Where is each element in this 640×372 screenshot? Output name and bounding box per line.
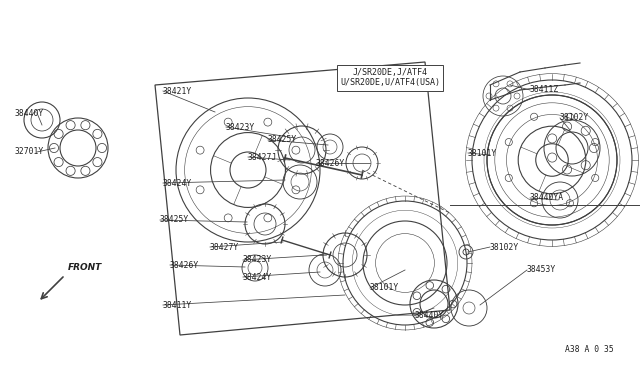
Text: 38101Y: 38101Y [370, 283, 399, 292]
Text: 38424Y: 38424Y [243, 273, 272, 282]
Text: 38423Y: 38423Y [226, 122, 255, 131]
Text: 38425Y: 38425Y [160, 215, 189, 224]
Text: 38427J: 38427J [248, 153, 277, 161]
Text: 38102Y: 38102Y [490, 243, 519, 251]
Text: 38102Y: 38102Y [560, 113, 589, 122]
Text: 38411Y: 38411Y [163, 301, 192, 310]
Text: 38426Y: 38426Y [170, 260, 199, 269]
Text: 38425Y: 38425Y [268, 135, 297, 144]
Text: 38423Y: 38423Y [243, 256, 272, 264]
Text: 38426Y: 38426Y [316, 158, 345, 167]
Text: 38424Y: 38424Y [163, 179, 192, 187]
Text: 38411Z: 38411Z [530, 86, 559, 94]
Text: FRONT: FRONT [68, 263, 102, 272]
Text: 38453Y: 38453Y [527, 266, 556, 275]
Text: 32701Y: 32701Y [15, 148, 44, 157]
Text: 38421Y: 38421Y [163, 87, 192, 96]
Text: 38427Y: 38427Y [210, 243, 239, 251]
Text: 38440YA: 38440YA [530, 193, 564, 202]
Text: A38 A 0 35: A38 A 0 35 [565, 346, 614, 355]
Text: 38440Y: 38440Y [415, 311, 444, 320]
Text: 38101Y: 38101Y [468, 148, 497, 157]
Text: J/SR20DE,J/ATF4
U/SR20DE,U/ATF4(USA): J/SR20DE,J/ATF4 U/SR20DE,U/ATF4(USA) [340, 68, 440, 87]
Text: 38440Y: 38440Y [15, 109, 44, 118]
